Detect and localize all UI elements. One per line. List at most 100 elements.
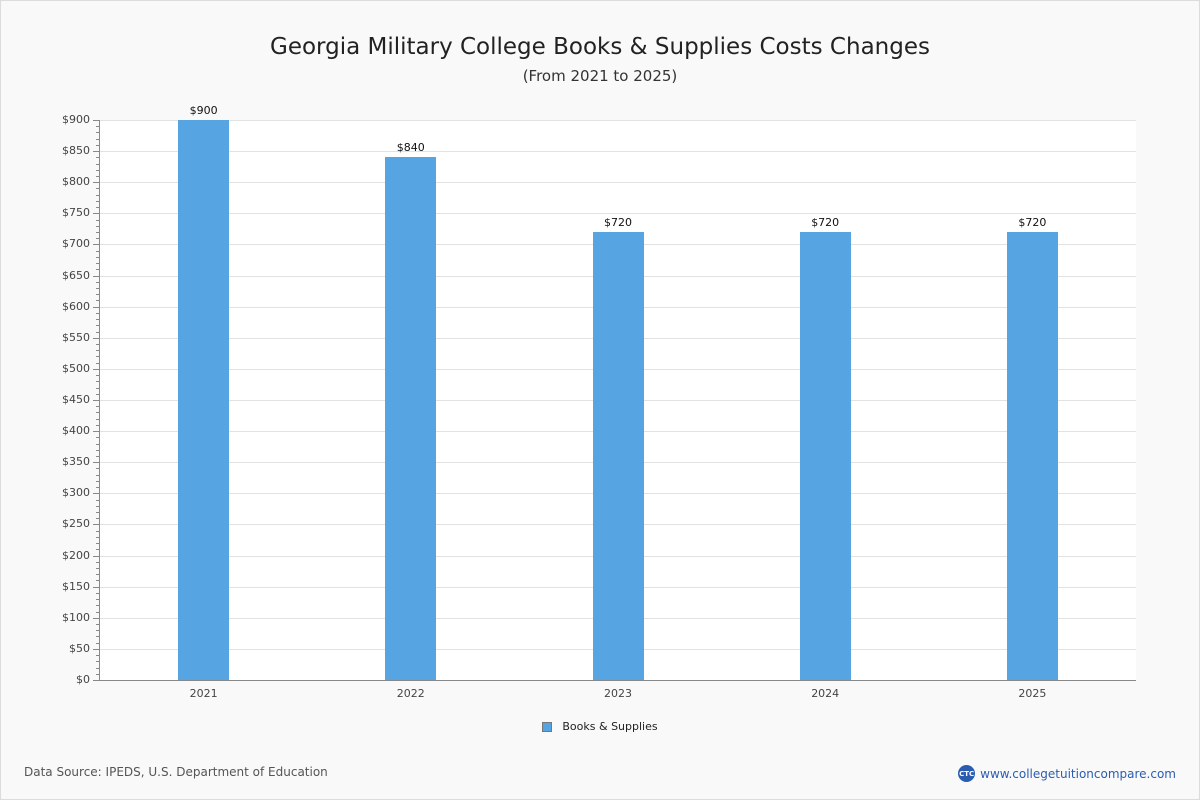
y-minor-tick xyxy=(96,381,99,383)
y-minor-tick xyxy=(96,505,99,507)
y-minor-tick xyxy=(96,673,99,675)
y-minor-tick xyxy=(96,605,99,607)
y-tick-label: $900 xyxy=(62,113,90,126)
y-minor-tick xyxy=(96,138,99,140)
y-minor-tick xyxy=(96,350,99,352)
y-major-tick xyxy=(93,493,99,495)
chart-title: Georgia Military College Books & Supplie… xyxy=(270,34,930,60)
y-minor-tick xyxy=(96,568,99,569)
y-major-tick xyxy=(93,680,99,681)
y-minor-tick xyxy=(96,393,99,395)
y-major-tick xyxy=(93,244,99,246)
bar-value-label: $720 xyxy=(1018,216,1047,229)
gridline xyxy=(100,120,1136,121)
x-tick-label: 2021 xyxy=(189,687,218,700)
y-minor-tick xyxy=(96,256,99,258)
y-tick-label: $100 xyxy=(62,610,90,624)
y-major-tick xyxy=(93,213,99,215)
y-minor-tick xyxy=(96,200,99,202)
y-major-tick xyxy=(93,151,99,153)
y-minor-tick xyxy=(96,331,99,333)
y-tick-label: $150 xyxy=(62,579,90,593)
y-major-tick xyxy=(93,586,99,588)
y-minor-tick xyxy=(96,437,99,439)
y-minor-tick xyxy=(96,312,99,314)
y-tick-label: $300 xyxy=(62,486,90,500)
y-minor-tick xyxy=(96,300,99,302)
y-minor-tick xyxy=(96,325,99,327)
y-minor-tick xyxy=(96,424,99,426)
y-minor-tick xyxy=(96,294,99,296)
y-minor-tick xyxy=(96,412,99,414)
y-minor-tick xyxy=(96,624,99,625)
gridline xyxy=(100,151,1136,153)
gridline xyxy=(100,213,1136,215)
y-major-tick xyxy=(93,617,99,619)
brand-url: www.collegetuitioncompare.com xyxy=(980,766,1176,781)
y-minor-tick xyxy=(96,263,99,265)
y-tick-label: $700 xyxy=(62,237,90,251)
y-tick-label: $600 xyxy=(62,299,90,313)
y-tick-label: $800 xyxy=(62,175,90,189)
y-major-tick xyxy=(93,182,99,184)
y-minor-tick xyxy=(96,418,99,420)
y-minor-tick xyxy=(96,518,99,520)
y-minor-tick xyxy=(96,474,99,476)
y-minor-tick xyxy=(96,561,99,563)
x-tick-label: 2022 xyxy=(396,687,425,700)
y-minor-tick xyxy=(96,661,99,663)
y-minor-tick xyxy=(96,232,99,233)
chart-subtitle: (From 2021 to 2025) xyxy=(522,67,678,85)
y-minor-tick xyxy=(96,443,99,445)
y-tick-label: $850 xyxy=(62,144,90,158)
y-tick-label: $650 xyxy=(62,268,90,282)
y-minor-tick xyxy=(96,387,99,389)
bar-2022[interactable] xyxy=(385,157,437,680)
y-tick-label: $50 xyxy=(69,641,90,655)
bar-2024[interactable] xyxy=(799,232,851,680)
y-minor-tick xyxy=(96,574,99,576)
y-minor-tick xyxy=(96,549,99,551)
y-minor-tick xyxy=(96,456,99,457)
y-minor-tick xyxy=(96,225,99,227)
y-minor-tick xyxy=(96,132,99,134)
y-minor-tick xyxy=(96,157,99,159)
y-major-tick xyxy=(93,275,99,277)
y-minor-tick xyxy=(96,406,99,408)
data-source: Data Source: IPEDS, U.S. Department of E… xyxy=(24,765,328,779)
y-minor-tick xyxy=(96,207,99,209)
y-minor-tick xyxy=(96,630,99,632)
y-minor-tick xyxy=(96,480,99,482)
brand-link[interactable]: CTC www.collegetuitioncompare.com xyxy=(958,765,1176,782)
y-minor-tick xyxy=(96,288,99,289)
y-minor-tick xyxy=(96,611,99,613)
bar-2025[interactable] xyxy=(1006,232,1058,680)
y-major-tick xyxy=(93,306,99,308)
y-minor-tick xyxy=(96,163,99,165)
y-tick-label: $350 xyxy=(62,455,90,469)
y-tick-label: $200 xyxy=(62,548,90,562)
bar-value-label: $720 xyxy=(604,216,632,229)
y-tick-label: $250 xyxy=(62,517,90,531)
x-axis xyxy=(99,680,1136,681)
y-minor-tick xyxy=(96,169,99,171)
x-tick-label: 2023 xyxy=(604,687,632,700)
y-minor-tick xyxy=(96,375,99,377)
y-minor-tick xyxy=(96,176,99,177)
y-minor-tick xyxy=(96,599,99,601)
y-minor-tick xyxy=(96,362,99,364)
bar-2023[interactable] xyxy=(592,232,644,680)
y-tick-label: $500 xyxy=(62,361,90,375)
y-minor-tick xyxy=(96,580,99,582)
y-major-tick xyxy=(93,462,99,464)
y-minor-tick xyxy=(96,449,99,451)
y-minor-tick xyxy=(96,319,99,321)
y-major-tick xyxy=(93,120,99,121)
bar-2021[interactable] xyxy=(178,120,230,680)
y-major-tick xyxy=(93,400,99,401)
y-tick-label: $400 xyxy=(62,424,90,438)
y-minor-tick xyxy=(96,238,99,240)
legend: Books & Supplies xyxy=(0,720,1200,733)
y-major-tick xyxy=(93,368,99,370)
x-tick-label: 2025 xyxy=(1018,687,1047,700)
